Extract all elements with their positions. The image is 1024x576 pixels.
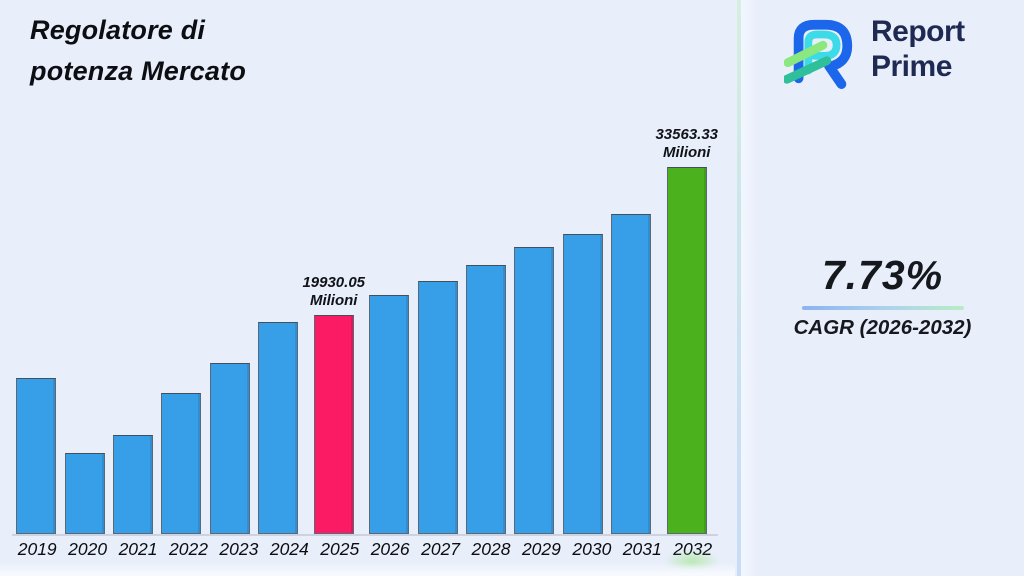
summary-panel: Report Prime 7.73% CAGR (2026-2032) (741, 0, 1024, 576)
bar-column-2023 (206, 114, 254, 534)
bar-column-2024 (254, 114, 302, 534)
bar-2024 (258, 321, 299, 534)
bar-column-2021 (109, 114, 157, 534)
bar-column-2029 (510, 114, 558, 534)
cagr-underline-decoration (801, 306, 964, 310)
page-title-line1: Regolatore di (30, 15, 206, 45)
cagr-label: CAGR (2026-2032) (793, 316, 972, 339)
x-tick-label-2021: 2021 (118, 539, 158, 559)
bar-column-2019 (12, 114, 60, 534)
bar-2020 (64, 453, 105, 534)
bar-2023 (209, 363, 250, 534)
x-tick-label-2029: 2029 (521, 539, 561, 559)
cagr-value: 7.73% (821, 252, 944, 298)
bar-2019 (16, 378, 57, 534)
bar-value-label-2032: 33563.33 Milioni (655, 126, 718, 162)
x-tick-label-2028: 2028 (471, 539, 511, 559)
brand-name: Report Prime (871, 14, 965, 92)
brand: Report Prime (784, 12, 965, 92)
x-tick-label-2023: 2023 (219, 539, 259, 559)
x-tick-label-2024: 2024 (269, 539, 309, 559)
bar-column-2027 (413, 114, 461, 534)
bar-2027 (417, 281, 458, 534)
bar-2025 (313, 315, 354, 534)
bar-2028 (466, 265, 507, 534)
bar-2031 (611, 214, 652, 534)
bar-value-unit: Milioni (662, 144, 711, 162)
bar-2032 (666, 167, 707, 534)
bar-column-2026 (365, 114, 413, 534)
bar-value-number: 33563.33 (655, 126, 719, 144)
brand-name-line2: Prime (871, 50, 952, 84)
bar-2021 (113, 435, 154, 534)
brand-name-line1: Report (871, 15, 965, 48)
bar-column-2025: 19930.05 Milioni (302, 114, 365, 534)
bar-2026 (369, 295, 410, 534)
report-prime-logo-icon (784, 19, 853, 89)
x-tick-label-2020: 2020 (68, 539, 108, 559)
x-tick-label-2030: 2030 (572, 539, 612, 559)
bar-value-number: 19930.05 (302, 274, 366, 292)
bar-column-2030 (559, 114, 607, 534)
x-tick-label-2031: 2031 (622, 539, 662, 559)
bar-value-unit: Milioni (309, 292, 358, 310)
x-tick-label-2019: 2019 (17, 539, 57, 559)
cagr-block: 7.73% CAGR (2026-2032) (741, 252, 1024, 340)
bar-column-2032: 33563.33 Milioni (655, 114, 718, 534)
bar-column-2022 (157, 114, 205, 534)
page-title-line2: potenza Mercato (30, 55, 247, 86)
x-tick-label-2025: 2025 (320, 539, 360, 559)
x-tick-label-2027: 2027 (421, 539, 461, 559)
bottom-fade-decoration (0, 563, 735, 576)
page-title: Regolatore di potenza Mercato (30, 10, 246, 91)
bar-value-label-2025: 19930.05 Milioni (302, 274, 365, 310)
bar-column-2028 (462, 114, 510, 534)
x-tick-label-2026: 2026 (370, 539, 410, 559)
panel-separator-line (737, 0, 741, 576)
bar-column-2020 (60, 114, 108, 534)
chart-panel: Regolatore di potenza Mercato 19930.05 Mi… (0, 10, 735, 576)
bar-chart: 19930.05 Milioni 33563.33 Milioni (12, 114, 718, 536)
x-tick-label-2022: 2022 (169, 539, 208, 559)
bar-2022 (161, 393, 202, 534)
bar-2029 (514, 247, 555, 534)
bar-2030 (562, 234, 603, 534)
bar-column-2031 (607, 114, 655, 534)
x-axis-labels: 2019 2020 2021 2022 2023 2024 2025 2026 2027 2028… (12, 539, 718, 560)
